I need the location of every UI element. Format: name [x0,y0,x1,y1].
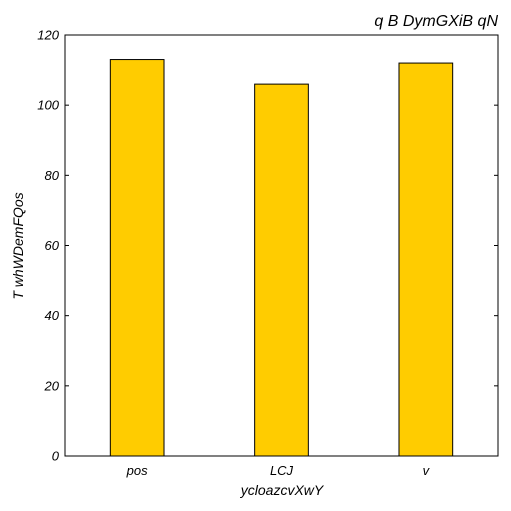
bar-v [398,62,454,457]
y-tick-label: 0 [52,449,60,464]
bar-LCJ [254,83,309,457]
y-tick-label: 80 [45,168,60,183]
y-tick-label: 20 [44,378,60,393]
x-tick-label: pos [126,463,148,478]
x-tick-label: LCJ [270,463,294,478]
y-tick-label: 60 [45,238,60,253]
bars-group [109,59,454,457]
y-tick-label: 40 [45,308,60,323]
y-axis-ticks: 0 20 40 60 80 100 120 [37,28,498,464]
y-tick-label: 120 [37,28,59,43]
plot-frame [64,34,499,457]
chart-title: q B DymGXiB qN [374,13,498,30]
x-axis-label: ycloazcvXwY [240,482,325,498]
x-tick-label: v [423,463,431,478]
x-axis-ticks: pos LCJ v [126,463,431,478]
bar-pos [109,59,165,457]
y-tick-label: 100 [37,98,59,113]
y-axis-label: T whWDemFQos [10,192,26,299]
